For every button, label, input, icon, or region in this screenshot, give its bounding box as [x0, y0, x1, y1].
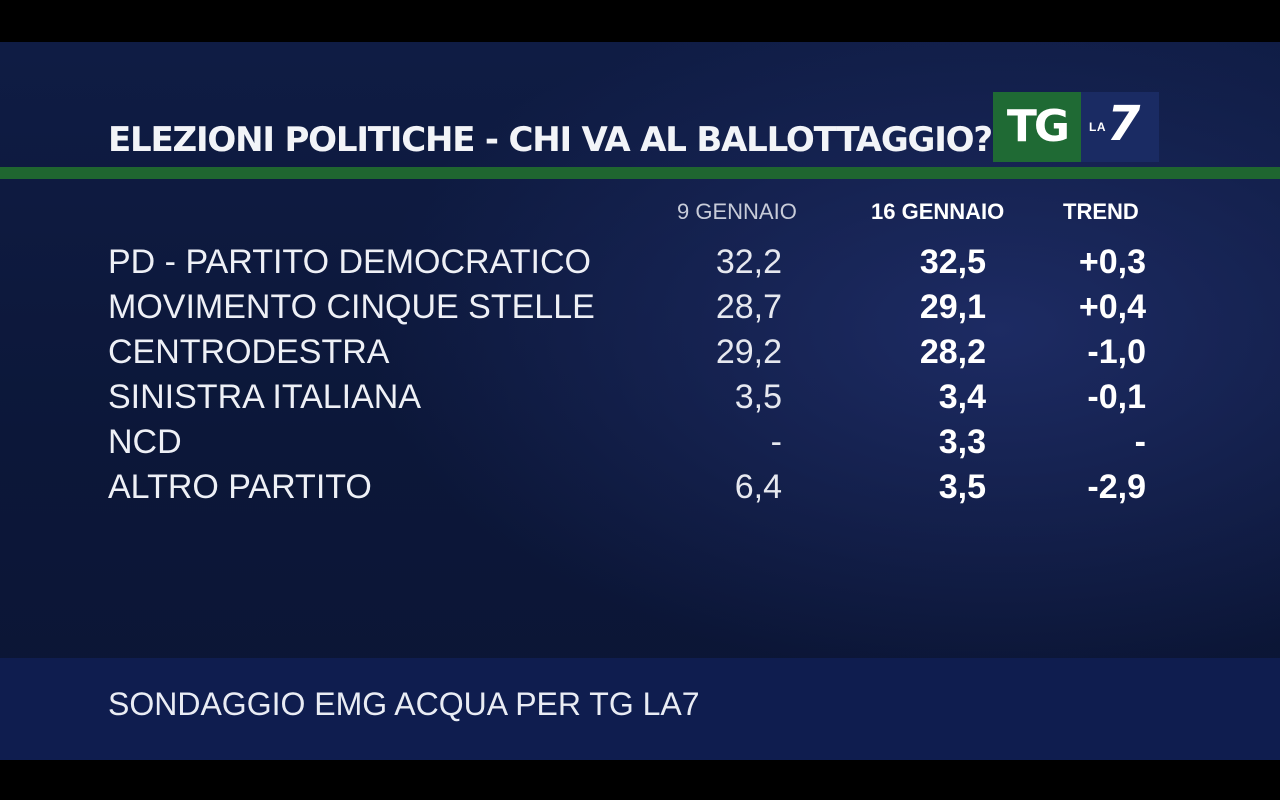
- header-col2: 16 GENNAIO: [871, 199, 1005, 224]
- row-label: ALTRO PARTITO: [108, 468, 372, 506]
- page-title: ELEZIONI POLITICHE - CHI VA AL BALLOTTAG…: [108, 120, 993, 160]
- source-caption: SONDAGGIO EMG ACQUA PER TG LA7: [108, 686, 700, 722]
- row-value-col3: -2,9: [1087, 468, 1146, 506]
- row-value-col3: -0,1: [1087, 378, 1146, 416]
- tg-la7-logo: TG LA 7: [993, 92, 1159, 162]
- row-value-col1: 32,2: [715, 243, 782, 281]
- header-col3: TREND: [1063, 199, 1139, 224]
- row-value-col2: 29,1: [919, 288, 986, 326]
- row-value-col2: 3,5: [938, 468, 986, 506]
- row-label: PD - PARTITO DEMOCRATICO: [108, 243, 591, 281]
- row-value-col3: -: [1134, 423, 1146, 461]
- row-label: CENTRODESTRA: [108, 333, 390, 371]
- row-value-col1: 28,7: [715, 288, 782, 326]
- row-value-col3: +0,3: [1078, 243, 1146, 281]
- row-label: MOVIMENTO CINQUE STELLE: [108, 288, 595, 326]
- logo-la-text: LA: [1089, 120, 1106, 134]
- logo-seven-text: 7: [1107, 96, 1141, 152]
- title-divider: [0, 167, 1280, 179]
- logo-la7-block: LA 7: [1081, 92, 1159, 162]
- row-value-col3: +0,4: [1078, 288, 1146, 326]
- header-col1: 9 GENNAIO: [677, 199, 797, 224]
- row-value-col1: 3,5: [734, 378, 782, 416]
- row-value-col2: 3,3: [938, 423, 986, 461]
- logo-tg-text: TG: [993, 92, 1081, 162]
- row-value-col2: 32,5: [919, 243, 986, 281]
- row-value-col1: 6,4: [734, 468, 782, 506]
- row-value-col1: -: [770, 423, 782, 461]
- row-label: SINISTRA ITALIANA: [108, 378, 422, 416]
- broadcast-graphic: ELEZIONI POLITICHE - CHI VA AL BALLOTTAG…: [0, 42, 1280, 760]
- row-value-col2: 28,2: [919, 333, 986, 371]
- row-value-col1: 29,2: [715, 333, 782, 371]
- footer-band: SONDAGGIO EMG ACQUA PER TG LA7: [0, 658, 1280, 760]
- row-value-col3: -1,0: [1087, 333, 1146, 371]
- row-value-col2: 3,4: [938, 378, 986, 416]
- row-label: NCD: [108, 423, 182, 461]
